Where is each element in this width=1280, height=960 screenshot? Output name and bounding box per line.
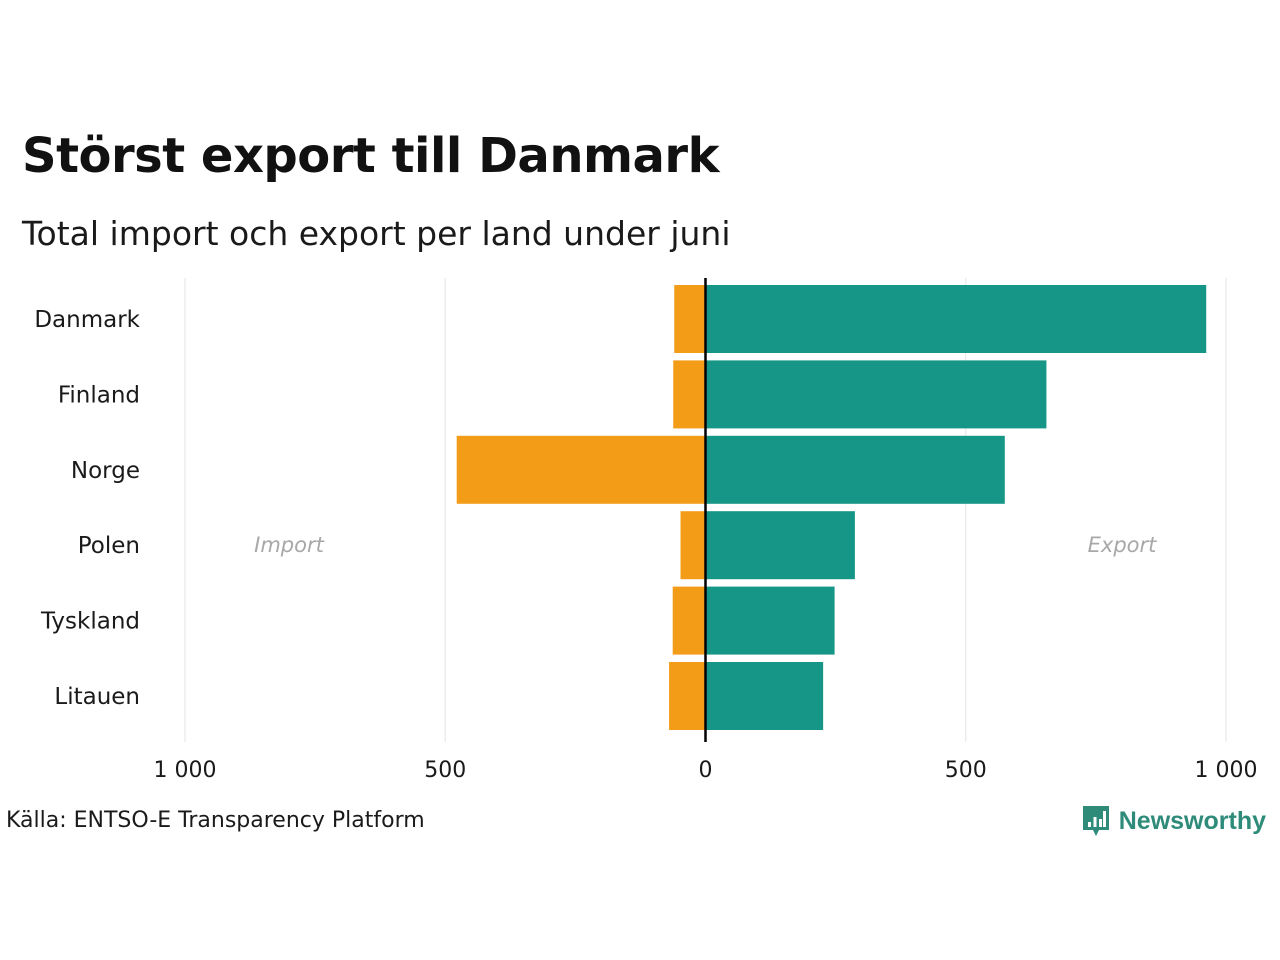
category-label: Finland [58, 382, 140, 408]
export-bar [705, 285, 1207, 353]
export-bar [705, 360, 1047, 429]
x-tick-label: 1 000 [1195, 758, 1258, 783]
category-label: Polen [78, 533, 140, 559]
export-bar [705, 435, 1005, 504]
import-side-label: Import [254, 533, 324, 557]
export-bar [705, 511, 855, 580]
import-bar [673, 360, 706, 429]
category-label: Danmark [34, 307, 140, 333]
brand-name: Newsworthy [1118, 806, 1266, 835]
chart-subtitle: Total import och export per land under j… [22, 214, 731, 253]
grid-lines [184, 278, 1227, 742]
category-label: Norge [71, 458, 140, 484]
category-label: Tyskland [40, 609, 140, 635]
axes: 1 000 500 0 500 1 000 [154, 278, 1258, 783]
import-bar [669, 662, 706, 730]
x-tick-label: 500 [424, 758, 466, 783]
export-side-label: Export [1088, 533, 1158, 557]
import-bar [672, 586, 706, 655]
labels: Danmark Finland Norge Polen Tyskland Litauen I… [34, 307, 1157, 710]
import-bar [680, 511, 706, 580]
bars [456, 285, 1207, 730]
brand-logo: Newsworthy [1081, 802, 1266, 840]
import-bar [456, 435, 706, 504]
export-bar [705, 586, 835, 655]
x-tick-label: 500 [945, 758, 987, 783]
chart-title: Störst export till Danmark [22, 128, 720, 184]
x-tick-label: 1 000 [154, 758, 217, 783]
category-label: Litauen [54, 684, 140, 710]
x-tick-label: 0 [699, 758, 713, 783]
source-note: Källa: ENTSO-E Transparency Platform [6, 808, 425, 833]
newsworthy-logo-icon [1082, 806, 1109, 836]
export-bar [705, 662, 824, 730]
import-bar [674, 285, 706, 353]
